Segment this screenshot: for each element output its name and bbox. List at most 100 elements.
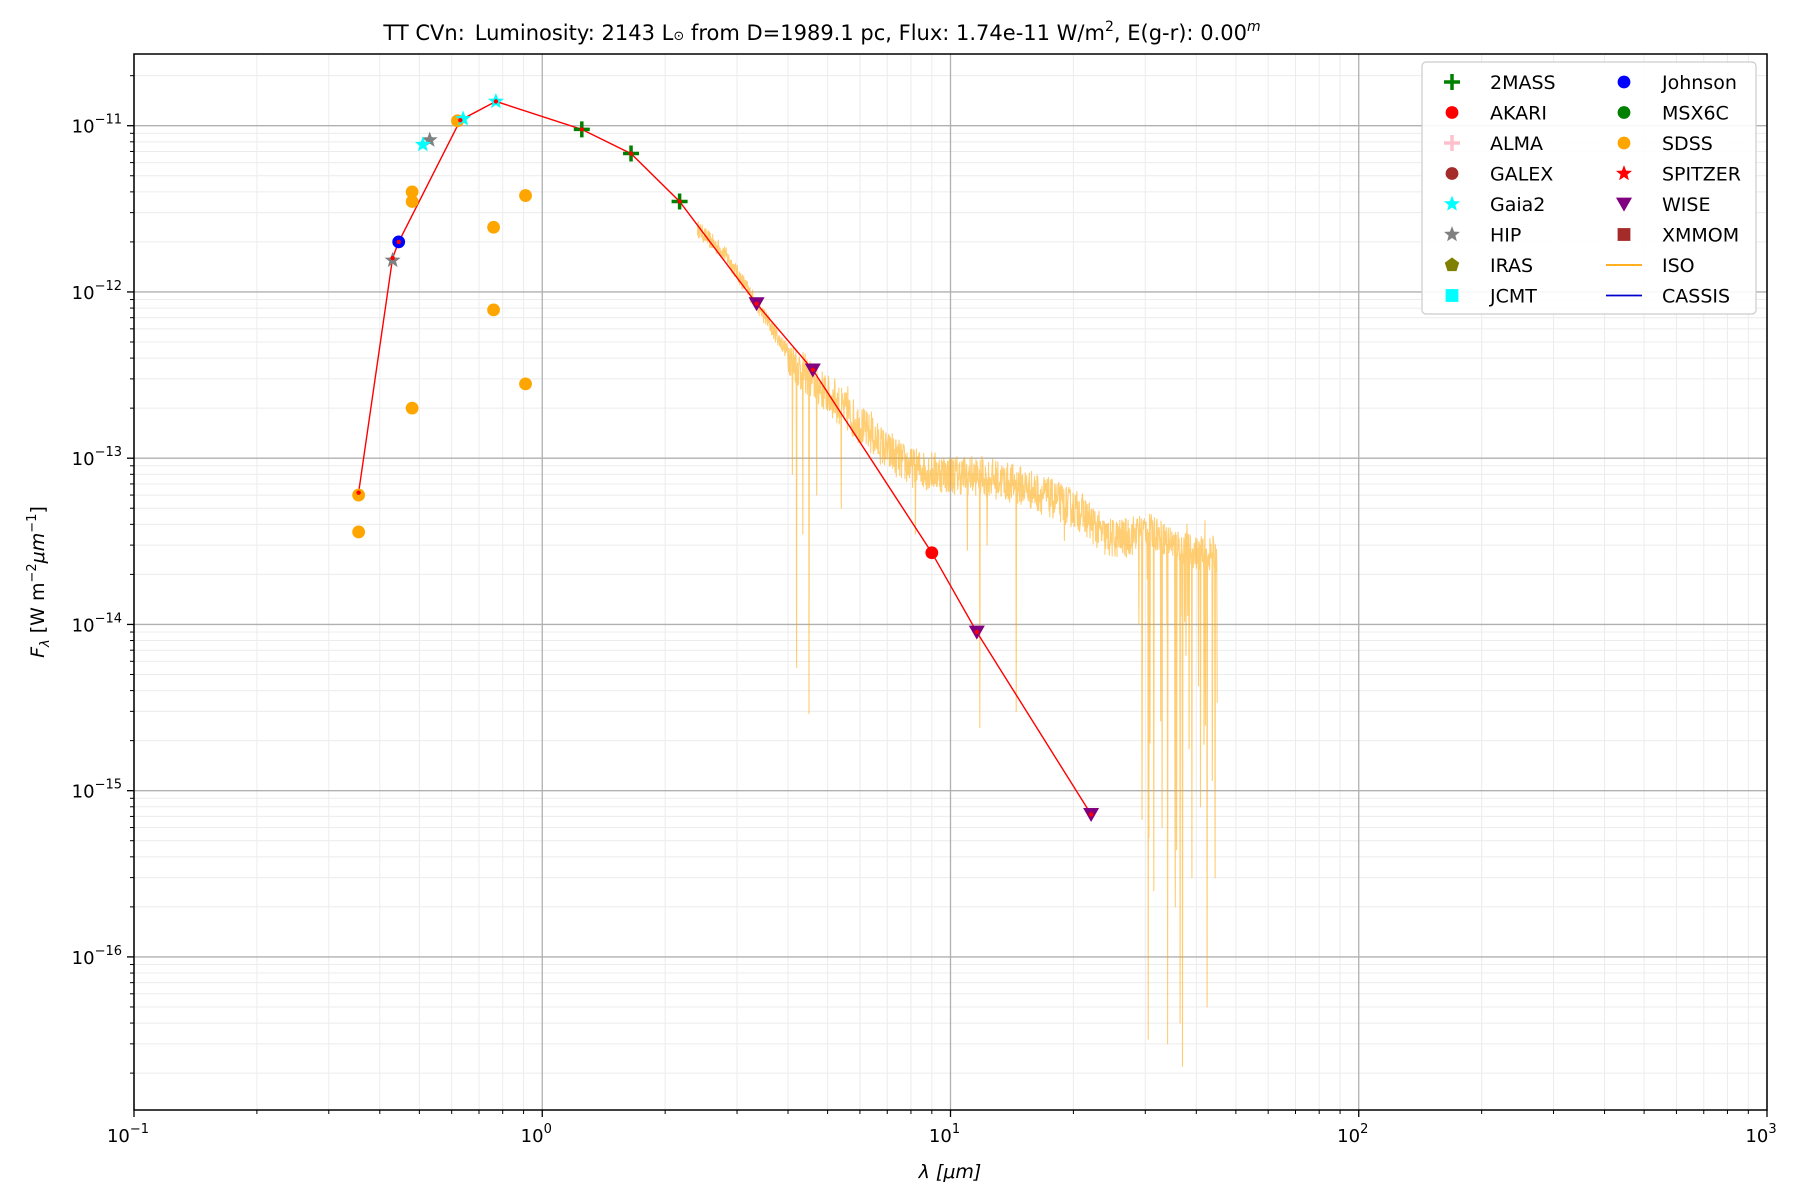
- y-tick-exp: −12: [95, 279, 122, 294]
- model-vertex-dot: [974, 629, 980, 635]
- legend-label-iras: IRAS: [1490, 255, 1533, 277]
- data-points-layer: [352, 93, 1100, 822]
- sdss-point: [519, 377, 532, 391]
- sdss-point: [352, 488, 366, 502]
- y-axis-label: Fλ[W m−2μm−1]: [25, 506, 53, 658]
- legend-label-xmmom: XMMOM: [1662, 225, 1739, 247]
- x-tick-base: 10: [929, 1126, 952, 1147]
- y-tick-exp: −16: [95, 944, 122, 959]
- y-tick-base: 10: [72, 948, 95, 969]
- chart-title: TT CVn: Luminosity: 2143 L⊙ from D=1989.1…: [382, 19, 1260, 45]
- model-vertex-dot: [458, 117, 463, 123]
- model-vertex-dot: [677, 199, 682, 204]
- sdss-point: [405, 195, 419, 208]
- model-vertex-dot: [356, 490, 361, 495]
- legend: 2MASS AKARI ALMA GALEX Gaia2 HIP IRAS JCMT Johns…: [1421, 61, 1757, 315]
- legend-label-spitzer: SPITZER: [1662, 164, 1741, 186]
- model-vertex-dot: [754, 301, 759, 306]
- gaia2-point: [414, 136, 431, 152]
- sdss-point: [405, 401, 419, 415]
- legend-marker-wise: [1616, 197, 1632, 212]
- sdss-point: [519, 189, 532, 202]
- model-vertex-dot: [579, 127, 585, 132]
- axis-ticks: [127, 75, 1768, 1117]
- y-tick-exp: −11: [95, 113, 122, 128]
- x-tick-exp: 1: [952, 1122, 960, 1137]
- gaia2-point: [455, 110, 472, 126]
- legend-marker-2mass: [1444, 74, 1460, 90]
- legend-marker-gaia2: [1444, 195, 1460, 211]
- y-tick-exp: −13: [95, 445, 122, 460]
- legend-marker-galex: [1445, 167, 1459, 180]
- y-tick-base: 10: [72, 117, 95, 138]
- legend-marker-msx6c: [1617, 106, 1631, 119]
- model-vertex-dot: [390, 255, 395, 261]
- model-vertex-dot: [396, 239, 401, 245]
- iso-spectrum-line: [696, 221, 1218, 1067]
- x-tick-labels: 10−1 100 101 102 103: [107, 1122, 1777, 1147]
- x-tick-exp: 3: [1768, 1122, 1776, 1137]
- legend-label-iso: ISO: [1662, 255, 1695, 277]
- model-vertex-dot: [810, 367, 816, 373]
- legend-label-jcmt: JCMT: [1489, 286, 1537, 308]
- x-axis-label: λ [μm]: [918, 1161, 982, 1183]
- legend-marker-hip: [1444, 226, 1460, 242]
- x-tick-exp: 0: [544, 1122, 552, 1137]
- x-tick-label: 103: [1745, 1122, 1776, 1147]
- x-tick-base: 10: [521, 1126, 544, 1147]
- legend-label-hip: HIP: [1490, 225, 1521, 247]
- x-tick-exp: −1: [130, 1122, 149, 1137]
- legend-label-gaia2: Gaia2: [1490, 194, 1545, 216]
- y-tick-base: 10: [72, 615, 95, 636]
- x-tick-exp: 2: [1360, 1122, 1368, 1137]
- legend-label-galex: GALEX: [1490, 164, 1553, 186]
- legend-label-alma: ALMA: [1490, 133, 1543, 155]
- model-vertex-dot: [1088, 812, 1094, 817]
- legend-label-msx6c: MSX6C: [1662, 103, 1729, 125]
- legend-label-akari: AKARI: [1490, 103, 1547, 125]
- x-tick-base: 10: [1745, 1126, 1768, 1147]
- sdss-point: [405, 185, 419, 199]
- sdss-point: [487, 220, 500, 234]
- x-tick-label: 100: [521, 1122, 552, 1147]
- legend-label-sdss: SDSS: [1662, 133, 1713, 155]
- legend-marker-johnson: [1617, 75, 1631, 89]
- legend-marker-alma: [1444, 135, 1460, 151]
- x-tick-base: 10: [107, 1126, 130, 1147]
- y-tick-label: 10−16: [72, 944, 122, 969]
- y-tick-label: 10−11: [72, 113, 122, 138]
- model-vertex-dot: [628, 151, 634, 156]
- legend-marker-sdss: [1617, 136, 1631, 150]
- y-tick-base: 10: [72, 283, 95, 304]
- legend-marker-jcmt: [1445, 289, 1459, 302]
- legend-label-cassis: CASSIS: [1662, 286, 1730, 308]
- y-tick-exp: −14: [95, 611, 122, 626]
- hip-point: [421, 131, 438, 147]
- y-tick-exp: −15: [95, 778, 122, 793]
- legend-box: [1421, 61, 1757, 315]
- y-tick-label: 10−13: [72, 445, 122, 470]
- model-vertex-dot: [493, 99, 499, 104]
- legend-marker-xmmom: [1617, 228, 1631, 241]
- y-tick-label: 10−12: [72, 279, 122, 304]
- x-tick-label: 101: [929, 1122, 960, 1147]
- iso-spectrum-layer: [696, 221, 1218, 1067]
- legend-label-2mass: 2MASS: [1490, 72, 1556, 94]
- y-tick-label: 10−14: [72, 611, 122, 636]
- legend-marker-akari: [1445, 106, 1459, 119]
- sdss-point: [352, 525, 366, 539]
- y-tick-label: 10−15: [72, 778, 122, 803]
- x-tick-label: 10−1: [107, 1122, 149, 1147]
- legend-marker-iras: [1444, 257, 1460, 272]
- legend-label-johnson: Johnson: [1661, 72, 1737, 94]
- x-tick-label: 102: [1337, 1122, 1368, 1147]
- sdss-point: [487, 303, 500, 317]
- y-tick-base: 10: [72, 449, 95, 470]
- legend-label-wise: WISE: [1662, 194, 1710, 216]
- x-tick-base: 10: [1337, 1126, 1360, 1147]
- legend-marker-spitzer: [1616, 165, 1632, 181]
- model-vertex-dot: [929, 550, 935, 555]
- y-tick-base: 10: [72, 782, 95, 803]
